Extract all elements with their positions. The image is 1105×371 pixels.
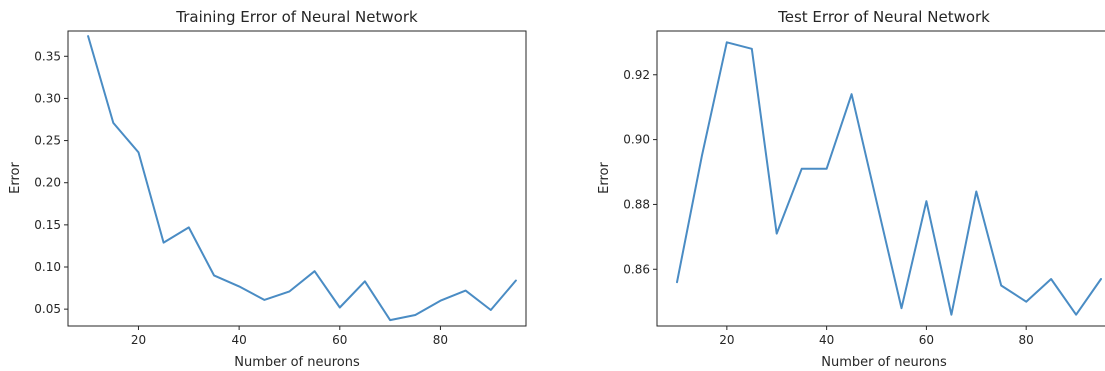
- chart-title: Training Error of Neural Network: [175, 8, 418, 26]
- x-axis-label: Number of neurons: [234, 355, 360, 370]
- plot-frame: [67, 30, 527, 327]
- training-error-chart: Training Error of Neural Network Number …: [8, 8, 527, 370]
- x-tick-label: 60: [919, 333, 934, 347]
- y-tick-label: 0.05: [34, 302, 61, 316]
- y-tick-label: 0.25: [34, 134, 61, 148]
- test-error-chart: Test Error of Neural Network Number of n…: [597, 8, 1105, 370]
- x-tick-label: 40: [819, 333, 834, 347]
- chart-title: Test Error of Neural Network: [777, 8, 990, 26]
- series-line: [676, 41, 1102, 316]
- x-tick-label: 80: [1019, 333, 1034, 347]
- x-tick-label: 20: [719, 333, 734, 347]
- y-tick-label: 0.86: [623, 262, 650, 276]
- y-axis-label: Error: [8, 162, 23, 194]
- y-tick-label: 0.88: [623, 197, 650, 211]
- x-tick-label: 80: [433, 333, 448, 347]
- y-tick-label: 0.15: [34, 218, 61, 232]
- series-line: [87, 35, 517, 322]
- x-tick-label: 60: [332, 333, 347, 347]
- plot-frame: [656, 30, 1105, 327]
- x-axis-label: Number of neurons: [821, 355, 947, 370]
- y-axis-label: Error: [597, 162, 612, 194]
- y-tick-label: 0.10: [34, 260, 61, 274]
- y-tick-label: 0.92: [623, 68, 650, 82]
- y-tick-label: 0.90: [623, 133, 650, 147]
- y-tick-label: 0.20: [34, 176, 61, 190]
- y-tick-label: 0.35: [34, 49, 61, 63]
- y-tick-label: 0.30: [34, 91, 61, 105]
- x-tick-label: 20: [131, 333, 146, 347]
- x-tick-label: 40: [231, 333, 246, 347]
